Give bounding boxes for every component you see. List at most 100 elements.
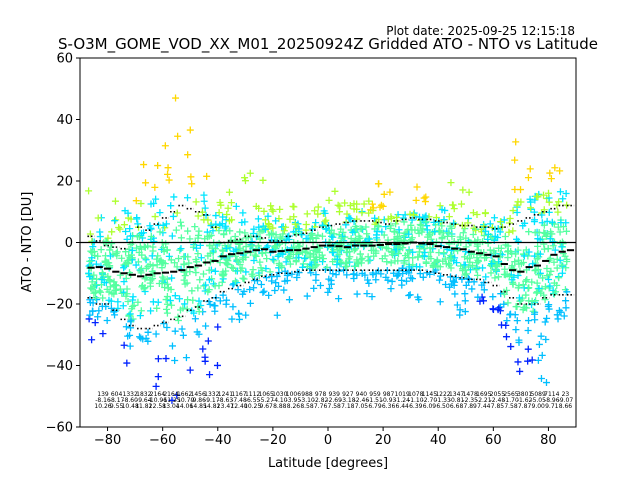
bin-count-label: 604	[111, 391, 123, 398]
scatter-point	[307, 260, 315, 268]
bin-count-label: 1695	[476, 391, 491, 398]
scatter-point	[501, 233, 509, 241]
scatter-point	[542, 379, 550, 387]
scatter-point	[147, 225, 155, 233]
scatter-point	[209, 256, 217, 264]
scatter-point	[459, 229, 467, 237]
scatter-point	[364, 276, 372, 284]
scatter-point	[427, 248, 435, 256]
scatter-point	[434, 257, 442, 265]
scatter-point	[174, 132, 182, 140]
scatter-point	[558, 269, 566, 277]
bin-mean-label: -2.70	[422, 397, 438, 404]
scatter-point	[463, 270, 471, 278]
scatter-point	[302, 226, 310, 234]
scatter-point	[195, 330, 203, 338]
scatter-point	[513, 235, 521, 243]
scatter-point	[99, 294, 107, 302]
scatter-point	[168, 274, 176, 282]
scatter-point	[188, 307, 196, 315]
scatter-point	[331, 187, 339, 195]
scatter-point	[559, 262, 567, 270]
bin-mean-label: -3.18	[340, 397, 356, 404]
scatter-point	[116, 225, 124, 233]
scatter-point	[530, 218, 538, 226]
scatter-point	[405, 291, 413, 299]
scatter-point	[492, 266, 500, 274]
y-tick-label: 40	[56, 113, 73, 128]
scatter-point	[349, 228, 357, 236]
scatter-point	[498, 321, 506, 329]
bin-std-label: 7.58	[328, 403, 342, 410]
scatter-point	[391, 228, 399, 236]
scatter-point	[504, 254, 512, 262]
scatter-point	[271, 243, 279, 251]
scatter-point	[168, 232, 176, 240]
scatter-point	[406, 291, 414, 299]
scatter-point	[88, 336, 96, 344]
scatter-point	[286, 255, 294, 263]
scatter-point	[374, 222, 382, 230]
scatter-point	[123, 235, 131, 243]
scatter-point	[459, 186, 467, 194]
scatter-point	[125, 245, 133, 253]
bin-count-label: 959	[369, 391, 381, 398]
bin-std-label: 7.76	[314, 403, 328, 410]
scatter-point	[154, 298, 162, 306]
scatter-point	[273, 311, 281, 319]
scatter-point	[242, 243, 250, 251]
scatter-point	[255, 204, 263, 212]
scatter-point	[289, 250, 297, 258]
scatter-point	[262, 274, 270, 282]
scatter-point	[545, 189, 553, 197]
scatter-point	[154, 355, 162, 363]
bin-count-label: 1078	[408, 391, 423, 398]
scatter-point	[263, 255, 271, 263]
bin-mean-label: -1.62	[517, 397, 533, 404]
bin-count-label: 927	[342, 391, 354, 398]
scatter-point	[480, 297, 487, 305]
scatter-point	[113, 252, 121, 260]
scatter-point	[404, 250, 412, 258]
scatter-point	[343, 259, 351, 267]
scatter-point	[529, 307, 537, 315]
scatter-point	[524, 357, 532, 365]
scatter-point	[172, 226, 180, 234]
scatter-point	[482, 227, 490, 235]
scatter-point	[451, 290, 459, 298]
scatter-point	[534, 193, 542, 201]
scatter-point	[489, 293, 497, 301]
scatter-point	[487, 269, 495, 277]
scatter-point	[332, 271, 340, 279]
bin-std-label: 14.06	[176, 403, 193, 410]
scatter-point	[355, 232, 363, 240]
bin-mean-label: -8.17	[109, 397, 125, 404]
bin-std-label: 9.00	[532, 403, 546, 410]
scatter-point	[211, 282, 219, 290]
scatter-point	[308, 225, 316, 233]
scatter-point	[133, 244, 141, 252]
scatter-point	[96, 228, 104, 236]
x-tick-label: −80	[94, 433, 121, 448]
scatter-point	[225, 188, 233, 196]
bin-mean-label: -1.10	[408, 397, 424, 404]
scatter-point	[162, 296, 170, 304]
scatter-point	[511, 258, 519, 266]
scatter-point	[457, 200, 465, 208]
scatter-point	[346, 202, 354, 210]
bin-count-label: 2565	[503, 391, 518, 398]
bin-std-label: 6.09	[423, 403, 437, 410]
y-tick-label: 60	[56, 52, 73, 67]
scatter-point	[194, 234, 202, 242]
scatter-point	[559, 223, 567, 231]
scatter-point	[504, 299, 512, 307]
scatter-point	[295, 225, 303, 233]
scatter-point	[148, 252, 156, 260]
scatter-point	[120, 341, 128, 349]
scatter-point	[184, 151, 192, 159]
scatter-point	[353, 258, 361, 266]
scatter-point	[290, 243, 298, 251]
bin-std-label: 7.89	[464, 403, 478, 410]
scatter-point	[524, 345, 532, 353]
scatter-point	[163, 300, 171, 308]
